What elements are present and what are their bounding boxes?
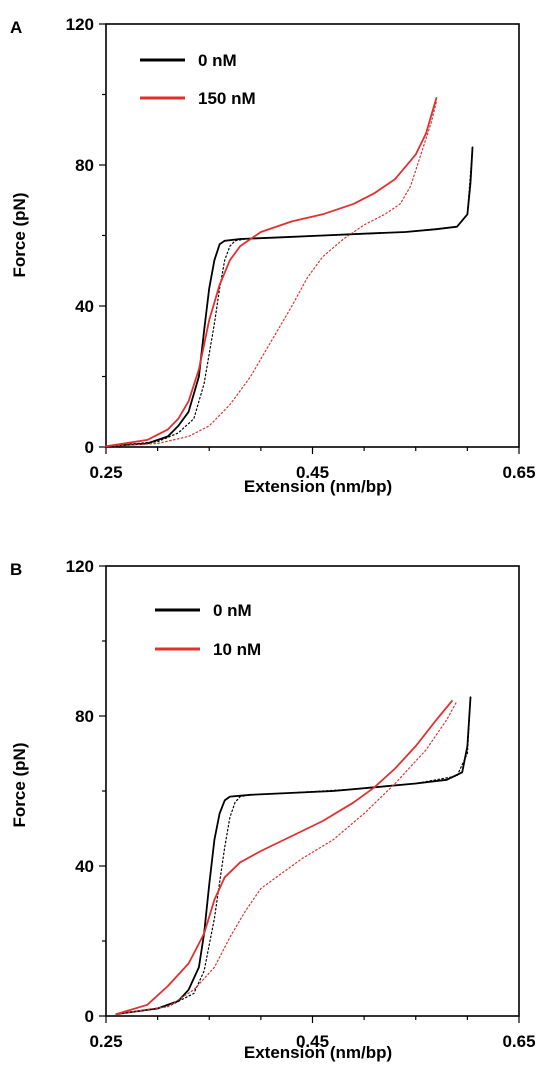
panel-a-x-tick-label: 0.25 [89,463,122,482]
panel-a-series-0-nm-solid-line [105,146,474,448]
panel-a-legend-label-0-nm: 0 nM [198,51,237,70]
panel-a-y-tick-label: 40 [75,297,94,316]
panel-a-plot: 0 40 80 120 0.25 0.45 0.65 0 nM 150 nM [66,15,536,482]
panel-b-x-axis-title: Extension (nm/bp) [244,1043,392,1062]
panel-b-legend-label-10-nm: 10 nM [213,640,261,659]
panel-a-series-150-nm-solid-line [105,97,438,448]
panel-letter-a: A [10,18,22,37]
panel-b: B 0 40 80 120 0.25 0.45 0.65 0 nM 10 nM Force (p… [10,557,536,1062]
panel-letter-b: B [10,560,22,579]
panel-a-series-unlabeled-dotted-line [105,100,437,447]
panel-b-series-0-nm-solid-line [115,696,472,1015]
panel-b-frame [105,565,520,1017]
panel-a: A 0 40 80 120 0.25 0.45 0.65 0 nM 150 nM Force (… [10,15,536,496]
panel-b-plot: 0 40 80 120 0.25 0.45 0.65 0 nM 10 nM [66,557,536,1051]
panel-b-y-tick-label: 40 [75,857,94,876]
panel-a-legend-label-150-nm: 150 nM [198,89,256,108]
panel-b-y-tick-label: 80 [75,707,94,726]
panel-a-x-tick-label: 0.45 [296,463,329,482]
panel-a-series-unlabeled-dotted-line [105,146,474,447]
panel-a-x-tick-label: 0.65 [502,463,535,482]
panel-a-y-axis-title: Force (pN) [10,193,29,278]
panel-b-series-10-nm-solid-line [115,700,453,1015]
panel-b-y-tick-label: 120 [66,557,94,576]
panel-b-x-tick-label: 0.25 [89,1032,122,1051]
panel-b-series-unlabeled-dotted-line [115,700,458,1015]
panel-a-y-tick-label: 120 [66,15,94,34]
panel-b-y-axis-title: Force (pN) [10,743,29,828]
panel-b-legend-label-0-nm: 0 nM [213,601,252,620]
panel-b-x-tick-label: 0.65 [502,1032,535,1051]
panel-a-x-axis-title: Extension (nm/bp) [244,477,392,496]
panel-a-y-tick-label: 0 [85,438,94,457]
panel-a-y-tick-label: 80 [75,156,94,175]
panel-b-x-tick-label: 0.45 [296,1032,329,1051]
panel-b-series-unlabeled-dotted-line [115,696,472,1015]
panel-b-y-tick-label: 0 [85,1007,94,1026]
